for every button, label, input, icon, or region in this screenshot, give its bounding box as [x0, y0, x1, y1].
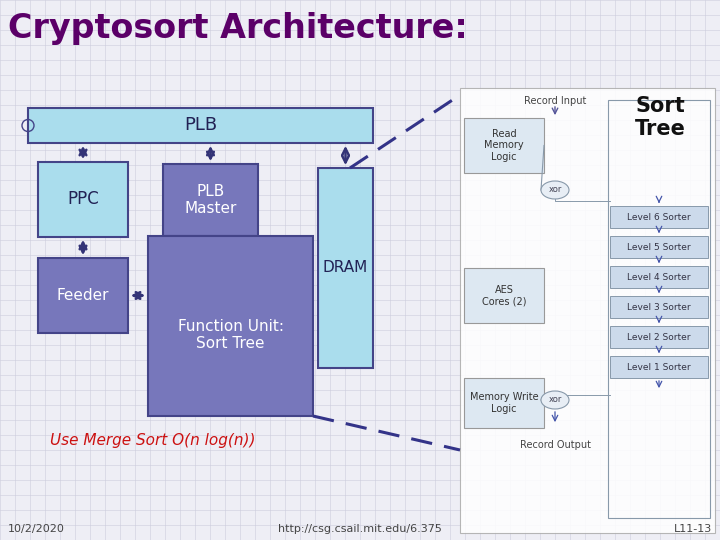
- Bar: [610, 266, 708, 288]
- Text: DRAM: DRAM: [323, 260, 368, 275]
- Text: AES
Cores (2): AES Cores (2): [482, 285, 526, 306]
- Ellipse shape: [541, 181, 569, 199]
- Text: Level 4 Sorter: Level 4 Sorter: [627, 273, 690, 281]
- Bar: [460, 88, 715, 533]
- Bar: [610, 206, 708, 228]
- Bar: [608, 100, 710, 518]
- Text: Record Input: Record Input: [524, 96, 586, 106]
- Bar: [464, 378, 544, 428]
- Bar: [148, 236, 313, 416]
- Bar: [610, 236, 708, 258]
- Text: http://csg.csail.mit.edu/6.375: http://csg.csail.mit.edu/6.375: [278, 524, 442, 534]
- Bar: [28, 108, 373, 143]
- Bar: [38, 258, 128, 333]
- Text: PLB
Master: PLB Master: [184, 184, 237, 216]
- Text: Level 5 Sorter: Level 5 Sorter: [627, 242, 690, 252]
- Text: Memory Write
Logic: Memory Write Logic: [469, 392, 539, 414]
- Text: Function Unit:
Sort Tree: Function Unit: Sort Tree: [178, 319, 284, 351]
- Bar: [318, 168, 373, 368]
- Text: Level 3 Sorter: Level 3 Sorter: [627, 302, 690, 312]
- Bar: [610, 296, 708, 318]
- Text: Feeder: Feeder: [57, 288, 109, 303]
- Text: Level 1 Sorter: Level 1 Sorter: [627, 362, 690, 372]
- Text: xor: xor: [549, 186, 562, 194]
- Text: Level 6 Sorter: Level 6 Sorter: [627, 213, 690, 221]
- Bar: [163, 164, 258, 236]
- Text: Record Output: Record Output: [520, 440, 590, 450]
- Text: xor: xor: [549, 395, 562, 404]
- Text: 10/2/2020: 10/2/2020: [8, 524, 65, 534]
- Text: PPC: PPC: [67, 191, 99, 208]
- Text: L11-13: L11-13: [674, 524, 712, 534]
- Bar: [610, 326, 708, 348]
- Text: Sort
Tree: Sort Tree: [634, 96, 685, 139]
- Bar: [610, 356, 708, 378]
- Text: Read
Memory
Logic: Read Memory Logic: [484, 129, 524, 162]
- Text: PLB: PLB: [184, 117, 217, 134]
- Text: Level 2 Sorter: Level 2 Sorter: [627, 333, 690, 341]
- Text: Use Merge Sort O(n log(n)): Use Merge Sort O(n log(n)): [50, 433, 256, 448]
- Text: Cryptosort Architecture:: Cryptosort Architecture:: [8, 12, 468, 45]
- Bar: [38, 162, 128, 237]
- Bar: [464, 118, 544, 173]
- Bar: [464, 268, 544, 323]
- Ellipse shape: [541, 391, 569, 409]
